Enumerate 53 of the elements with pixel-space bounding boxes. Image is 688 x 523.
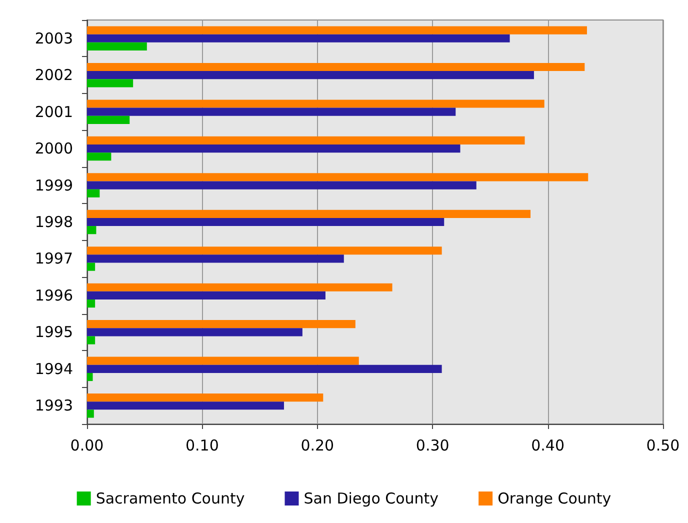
bar	[87, 283, 392, 292]
y-tick-label: 1996	[34, 286, 73, 304]
bar	[87, 299, 96, 308]
y-tick-label: 1998	[34, 213, 73, 231]
x-tick-label: 0.10	[185, 436, 219, 454]
bar	[87, 189, 100, 198]
bar	[87, 364, 442, 373]
y-tick-label: 1994	[34, 360, 73, 378]
y-tick-label: 1995	[34, 323, 73, 342]
bar	[87, 42, 147, 50]
bar	[87, 173, 588, 182]
bar	[87, 152, 112, 161]
bar	[87, 372, 93, 382]
legend-label: Orange County	[498, 490, 612, 508]
bar	[87, 320, 356, 328]
y-tick-label: 1993	[34, 396, 73, 415]
bar	[87, 410, 94, 418]
bar	[87, 34, 510, 42]
bar	[87, 26, 587, 34]
bar	[87, 181, 476, 190]
legend-label: Sacramento County	[96, 490, 245, 508]
bar	[87, 291, 326, 300]
x-tick-label: 0.30	[416, 436, 450, 454]
bar	[87, 246, 442, 255]
y-tick-label: 2000	[34, 140, 73, 158]
bar	[87, 108, 456, 116]
bar	[87, 328, 302, 336]
bar	[87, 356, 359, 365]
bar	[87, 218, 444, 226]
bar	[87, 210, 531, 218]
x-tick-label: 0.50	[646, 436, 680, 454]
x-tick-label: 0.00	[70, 436, 104, 454]
bar	[87, 394, 324, 402]
bar	[87, 116, 130, 124]
y-tick-label: 2003	[34, 29, 73, 48]
bar	[87, 100, 544, 108]
bar	[87, 144, 460, 153]
bar	[87, 226, 96, 234]
bar	[87, 79, 134, 88]
bar	[87, 254, 344, 263]
bar	[87, 62, 585, 72]
x-tick-label: 0.40	[531, 436, 565, 454]
y-tick-label: 1997	[34, 250, 73, 268]
bar	[87, 336, 96, 344]
bar	[87, 71, 534, 80]
y-tick-label: 2001	[34, 102, 73, 121]
y-tick-label: 1999	[34, 176, 73, 194]
bar	[87, 136, 525, 145]
legend-label: San Diego County	[304, 490, 439, 508]
bar	[87, 402, 284, 410]
y-tick-label: 2002	[34, 66, 73, 84]
bar	[87, 262, 96, 271]
x-tick-label: 0.20	[300, 436, 334, 454]
